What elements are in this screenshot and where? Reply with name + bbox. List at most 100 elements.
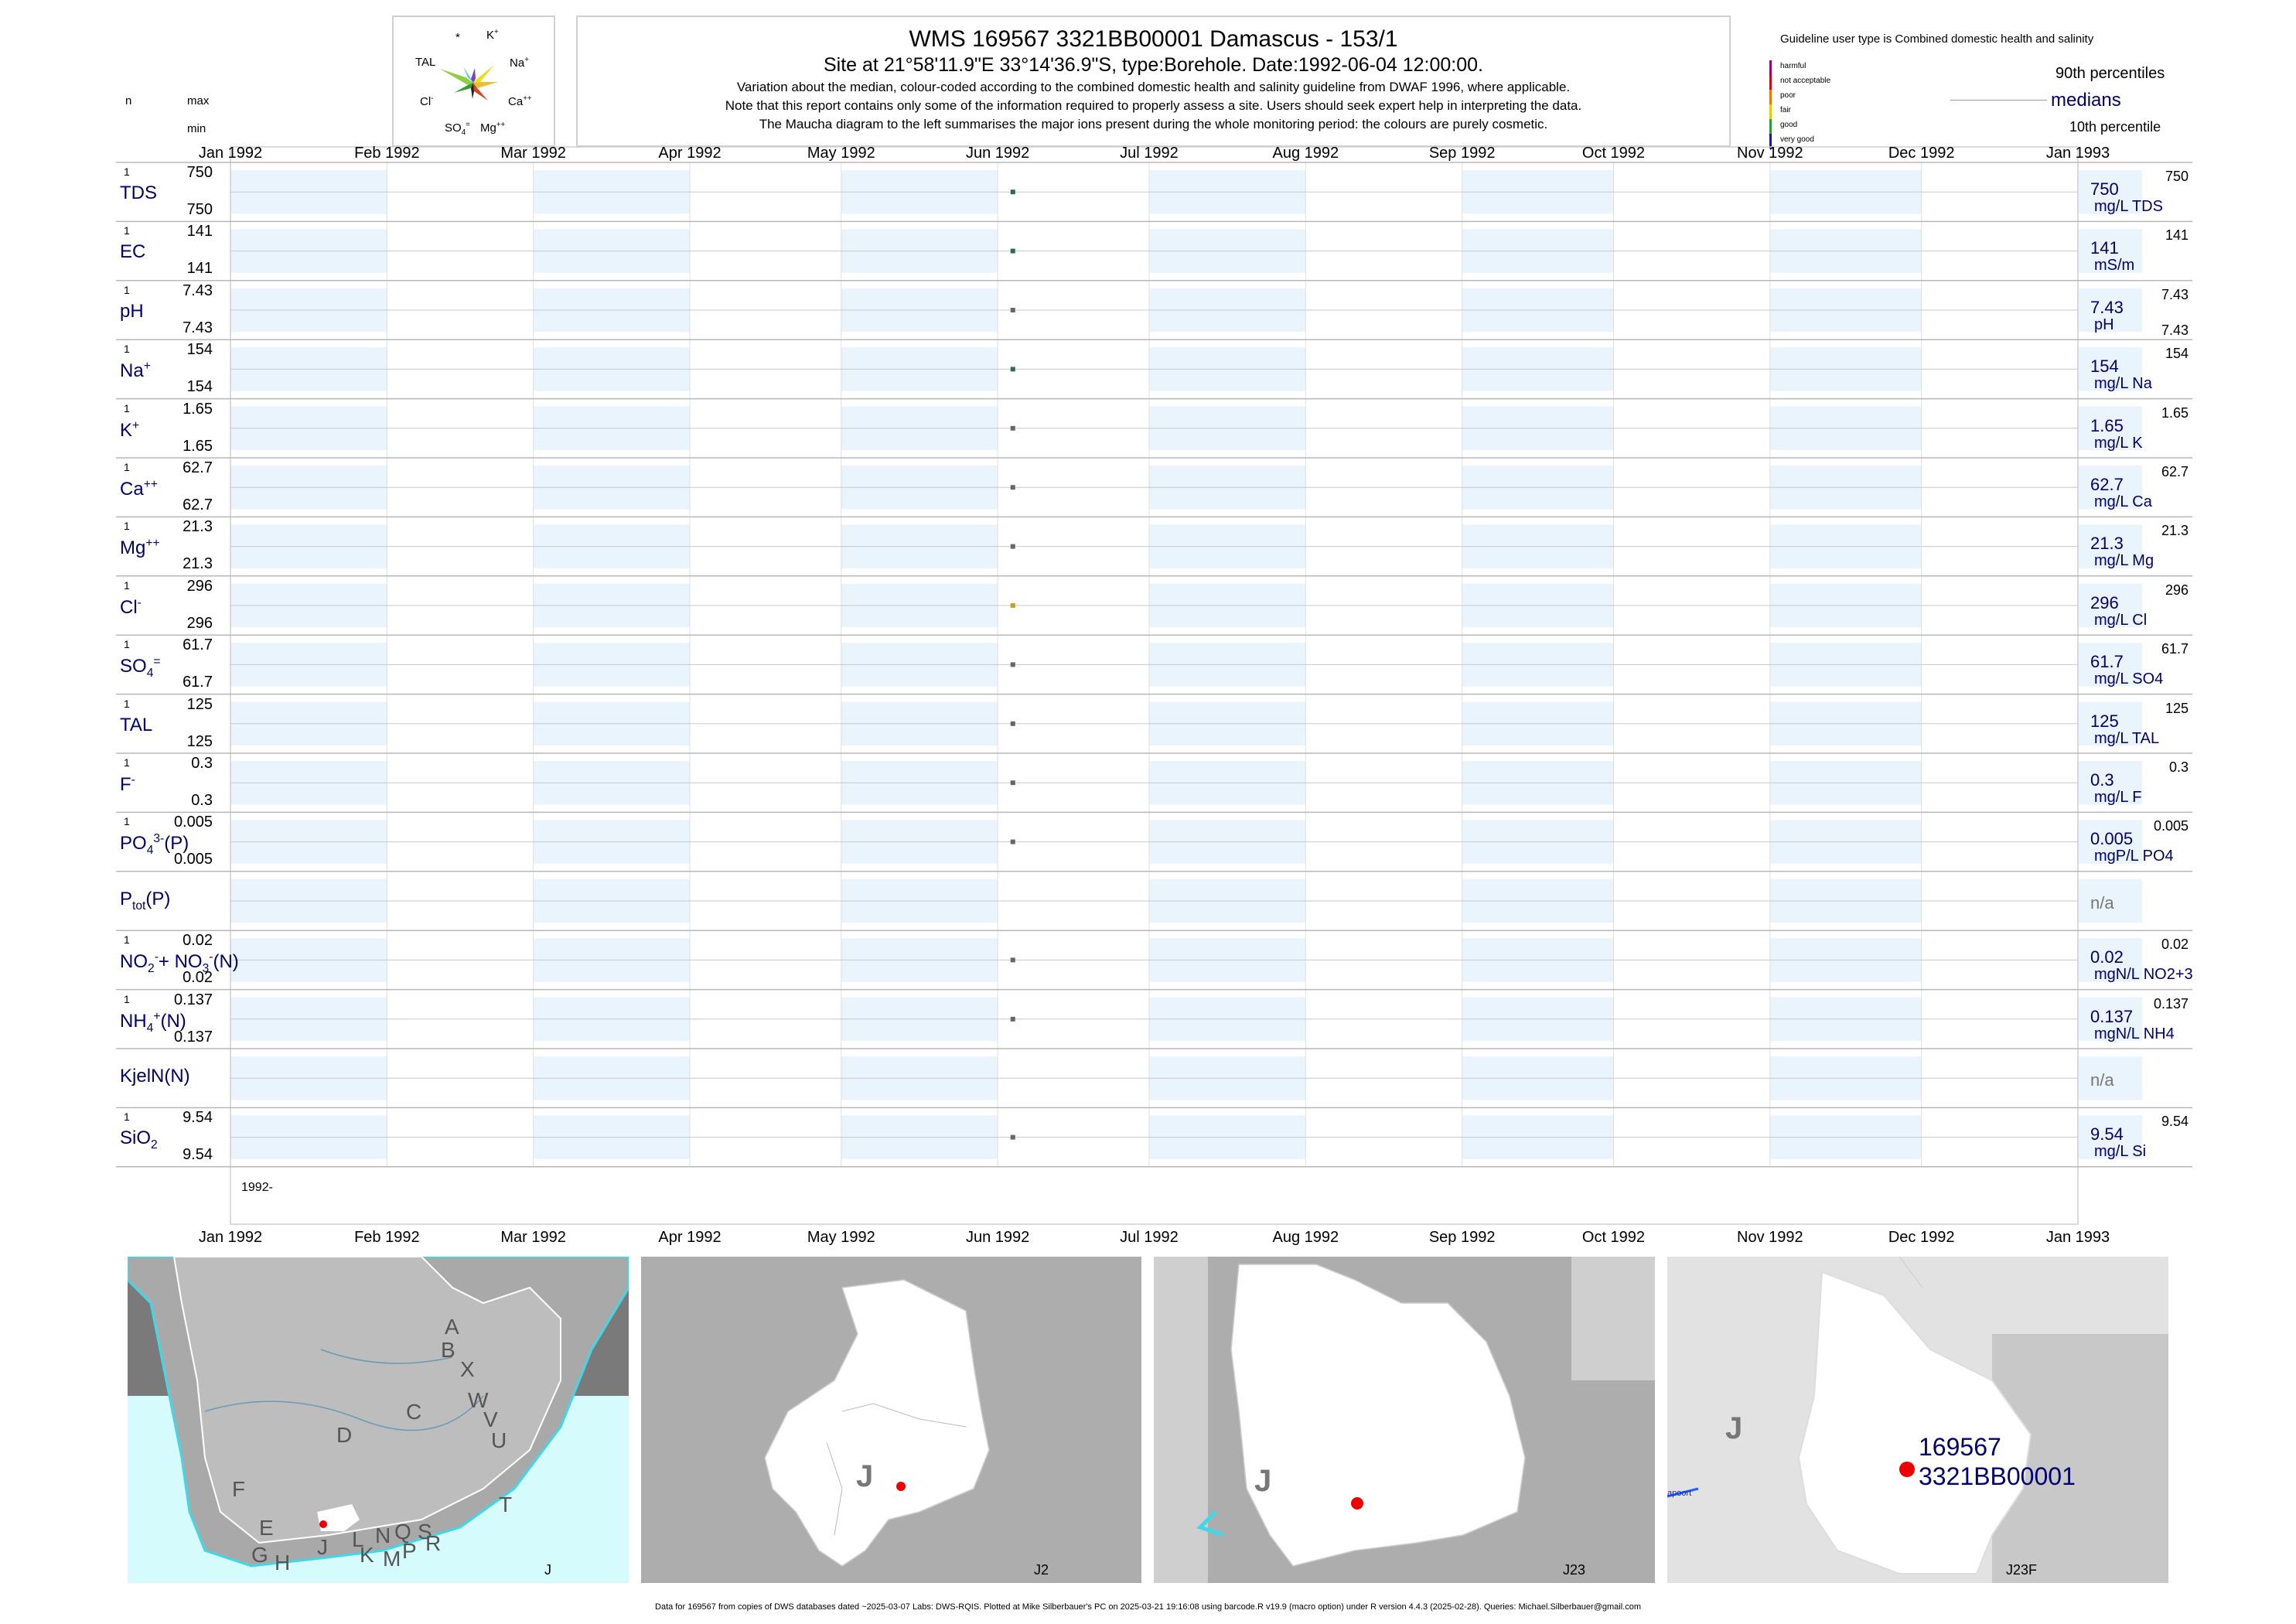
map-secondary-catchment: J J2 (641, 1257, 1141, 1583)
param-p90-ph: 7.43 (2161, 286, 2189, 302)
param-unit-sio2: mg/L Si (2094, 1143, 2147, 1161)
map-region-letter: Q (394, 1520, 411, 1544)
map-region-letter: H (275, 1551, 291, 1575)
legend-class-swatch (1769, 119, 1772, 134)
legend-title: Guideline user type is Combined domestic… (1780, 32, 2094, 46)
param-unit-na: mg/L Na (2094, 375, 2152, 393)
map-region-letter: S (418, 1520, 432, 1544)
param-max-ca: 62.7 (183, 459, 213, 476)
month-label-bottom: May 1992 (807, 1229, 875, 1245)
month-label-top: Aug 1992 (1272, 145, 1339, 162)
legend-p90: 90th percentiles (2055, 65, 2165, 82)
param-min-sio2: 9.54 (183, 1146, 213, 1164)
map-j23f-letter: J (1725, 1411, 1743, 1445)
map-j2-icon (764, 1279, 990, 1567)
param-unit-so4: mg/L SO4 (2094, 670, 2164, 688)
month-label-bottom: Mar 1992 (500, 1229, 566, 1245)
sample-mark-k (1010, 425, 1015, 431)
month-band (2078, 583, 2142, 628)
param-unit-po4: mgP/L PO4 (2094, 848, 2174, 865)
page-title: WMS 169567 3321BB00001 Damascus - 153/1 (909, 26, 1398, 52)
param-unit-tds: mg/L TDS (2094, 198, 2163, 215)
month-band (2078, 997, 2142, 1041)
param-max-so4: 61.7 (183, 636, 213, 654)
param-max-nox: 0.02 (183, 932, 213, 950)
month-label-top: Dec 1992 (1888, 145, 1955, 162)
param-max-cl: 296 (186, 577, 213, 595)
param-min-po4: 0.005 (173, 851, 213, 868)
month-band (2078, 229, 2142, 273)
param-n-ec: 1 (124, 224, 130, 237)
month-band (2078, 347, 2142, 391)
param-median-mg: 21.3 (2090, 534, 2124, 554)
param-n-tal: 1 (124, 697, 130, 710)
month-label-bottom: Jul 1992 (1120, 1229, 1179, 1245)
month-label-bottom: Jan 1993 (2046, 1229, 2110, 1245)
month-band (2078, 701, 2142, 745)
maucha-na: Na+ (510, 56, 529, 70)
param-label-tal: TAL (120, 714, 153, 735)
param-max-mg: 21.3 (183, 518, 213, 536)
param-p10-ph: 7.43 (2161, 322, 2189, 338)
param-label-nox: NO2-+ NO3-(N) (120, 950, 239, 975)
map-j23f-icon (1667, 1257, 2168, 1583)
param-n-nox: 1 (124, 933, 130, 947)
param-n-sio2: 1 (124, 1111, 130, 1124)
legend-class-swatch (1769, 134, 1772, 148)
param-min-tds: 750 (186, 201, 213, 218)
year-label: 1992- (241, 1181, 273, 1194)
month-label-bottom: Jan 1992 (199, 1229, 262, 1245)
map-place: apoort (1667, 1489, 1692, 1498)
sample-mark-na (1010, 367, 1015, 372)
param-label-so4: SO4= (120, 655, 161, 680)
param-median-ec: 141 (2090, 238, 2119, 258)
map-southern-africa-icon (128, 1257, 629, 1568)
month-label-top: Sep 1992 (1429, 145, 1496, 162)
param-max-tal: 125 (186, 695, 213, 713)
month-band (2078, 466, 2142, 510)
map-region-letter: D (336, 1423, 353, 1447)
map-site-code: 3321BB00001 (1919, 1462, 2076, 1490)
param-p90-tal: 125 (2165, 700, 2189, 716)
param-label-ec: EC (120, 241, 146, 263)
map-caption-j23: J23 (1562, 1562, 1585, 1578)
month-band (2078, 1115, 2142, 1159)
param-max-na: 154 (186, 341, 213, 359)
param-max-tds: 750 (186, 164, 213, 181)
map-j2-letter: J (856, 1459, 874, 1493)
map-region-letter: V (483, 1407, 498, 1431)
sample-mark-nh4 (1010, 1016, 1015, 1022)
month-label-bottom: Oct 1992 (1582, 1229, 1645, 1245)
month-label-bottom: Aug 1992 (1272, 1229, 1339, 1245)
legend-class-label: good (1780, 121, 1798, 129)
param-median-nox: 0.02 (2090, 947, 2124, 967)
param-max-sio2: 9.54 (183, 1109, 213, 1127)
maucha-cl: Cl- (420, 94, 434, 108)
month-label-top: Oct 1992 (1582, 145, 1645, 162)
param-median-ph: 7.43 (2090, 297, 2124, 317)
param-unit-cl: mg/L Cl (2094, 611, 2148, 629)
param-unit-ca: mg/L Ca (2094, 493, 2152, 510)
map-region-letter: N (375, 1523, 391, 1547)
month-band (2078, 643, 2142, 687)
param-p90-nh4: 0.137 (2153, 995, 2189, 1012)
param-min-ca: 62.7 (183, 496, 213, 513)
param-min-nh4: 0.137 (173, 1028, 213, 1046)
month-band (2078, 820, 2142, 864)
legend-class-swatch (1769, 75, 1772, 90)
map-region-letter: F (232, 1477, 246, 1501)
param-p90-k: 1.65 (2161, 404, 2189, 421)
map-region-letter: B (441, 1338, 455, 1362)
param-n-mg: 1 (124, 520, 130, 533)
param-min-nox: 0.02 (183, 969, 213, 987)
param-median-kjeln: n/a (2090, 1070, 2114, 1090)
param-unit-nh4: mgN/L NH4 (2094, 1025, 2175, 1042)
param-n-ph: 1 (124, 283, 130, 296)
month-band (2078, 879, 2142, 923)
map-region-letter: U (491, 1428, 507, 1452)
map-site-id: 169567 (1919, 1433, 2001, 1461)
plot-frame (230, 146, 2079, 1225)
param-p90-ec: 141 (2165, 227, 2189, 244)
param-p90-po4: 0.005 (2153, 818, 2189, 834)
